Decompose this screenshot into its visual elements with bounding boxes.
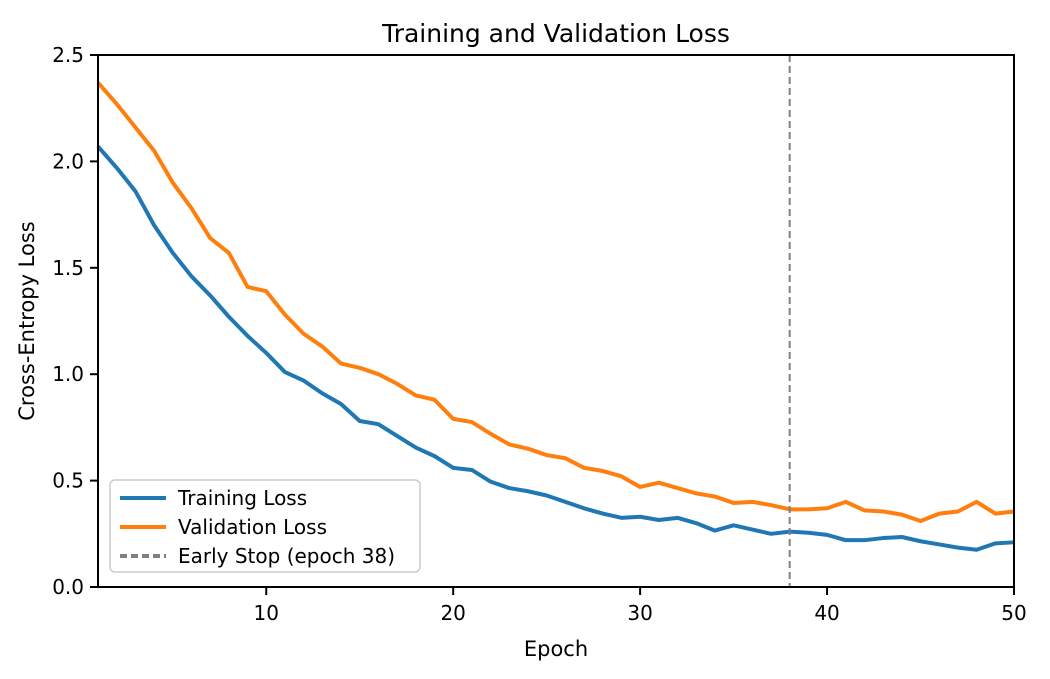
series-line-0 [96,145,1015,552]
legend-label-validation: Validation Loss [178,515,327,539]
chart-title: Training and Validation Loss [381,19,730,48]
x-tick-label: 30 [627,601,652,625]
x-tick-label: 40 [814,601,839,625]
x-tick-label: 20 [440,601,465,625]
axes-spines [97,54,1015,588]
legend-label-training: Training Loss [177,486,307,510]
x-tick-label: 10 [254,601,279,625]
x-axis-label: Epoch [524,637,588,661]
y-tick-label: 0.0 [52,575,84,599]
y-tick-label: 1.0 [52,362,84,386]
legend-box [109,479,421,573]
plot-area: 10 20 30 40 50 0.0 0.5 1.0 1.5 2.0 2.5 [52,43,1027,625]
legend: Training Loss Validation Loss Early Stop… [109,479,421,573]
series-line-1 [96,81,1015,524]
y-axis-label: Cross-Entropy Loss [15,221,39,420]
y-tick-label: 2.0 [52,149,84,173]
y-tick-label: 2.5 [52,43,84,67]
y-tick-label: 0.5 [52,469,84,493]
legend-label-early-stop: Early Stop (epoch 38) [178,544,395,568]
x-tick-label: 50 [1001,601,1026,625]
y-tick-label: 1.5 [52,256,84,280]
